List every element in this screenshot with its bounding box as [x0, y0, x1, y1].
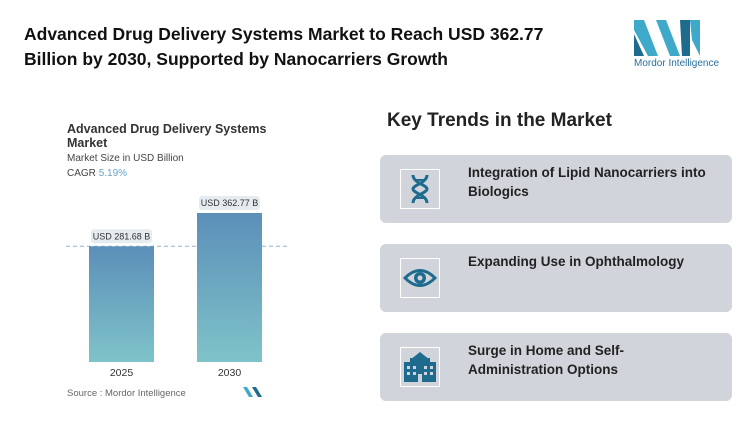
trend-card: Expanding Use in Ophthalmology: [380, 244, 732, 312]
cagr: CAGR 5.19%: [67, 168, 127, 179]
data-label: USD 362.77 B: [201, 198, 259, 208]
logo-text: Mordor Intelligence: [634, 58, 720, 69]
eye-icon: [400, 258, 440, 298]
hospital-icon: [400, 347, 440, 387]
page-title: Advanced Drug Delivery Systems Market to…: [24, 24, 544, 69]
x-tick-label: 2030: [218, 367, 242, 379]
data-label-bg: [91, 229, 152, 244]
dna-icon: [400, 169, 440, 209]
trend-label: Expanding Use in Ophthalmology: [468, 254, 685, 269]
source-logo-icon: [243, 387, 262, 397]
cagr-label: CAGR: [67, 168, 96, 179]
data-label: USD 281.68 B: [93, 231, 151, 241]
chart-subtitle: Market Size in USD Billion: [67, 153, 184, 164]
chart-source: Source : Mordor Intelligence: [67, 388, 186, 399]
mordor-logo: Mordor Intelligence: [634, 20, 720, 69]
bar-2030: [197, 213, 262, 362]
trend-card: Surge in Home and Self-Administration Op…: [380, 333, 732, 401]
trend-label: Surge in Home and Self-Administration Op…: [468, 343, 625, 377]
bar-2025: [89, 246, 154, 362]
trend-label: Integration of Lipid Nanocarriers into B…: [468, 165, 706, 199]
key-trends-heading: Key Trends in the Market: [387, 110, 612, 131]
chart-title: Advanced Drug Delivery Systems Market: [67, 122, 267, 150]
data-label-bg: [199, 196, 260, 210]
cagr-value: 5.19%: [98, 168, 128, 179]
logo-mark-icon: [634, 20, 700, 56]
trend-card: Integration of Lipid Nanocarriers into B…: [380, 155, 732, 223]
bar-chart: USD 281.68 B 2025 USD 362.77 B 2030: [66, 196, 288, 379]
x-tick-label: 2025: [110, 367, 134, 379]
